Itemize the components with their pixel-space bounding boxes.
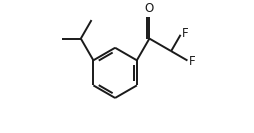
Text: F: F xyxy=(189,55,195,68)
Text: O: O xyxy=(145,2,154,15)
Text: F: F xyxy=(182,27,188,40)
